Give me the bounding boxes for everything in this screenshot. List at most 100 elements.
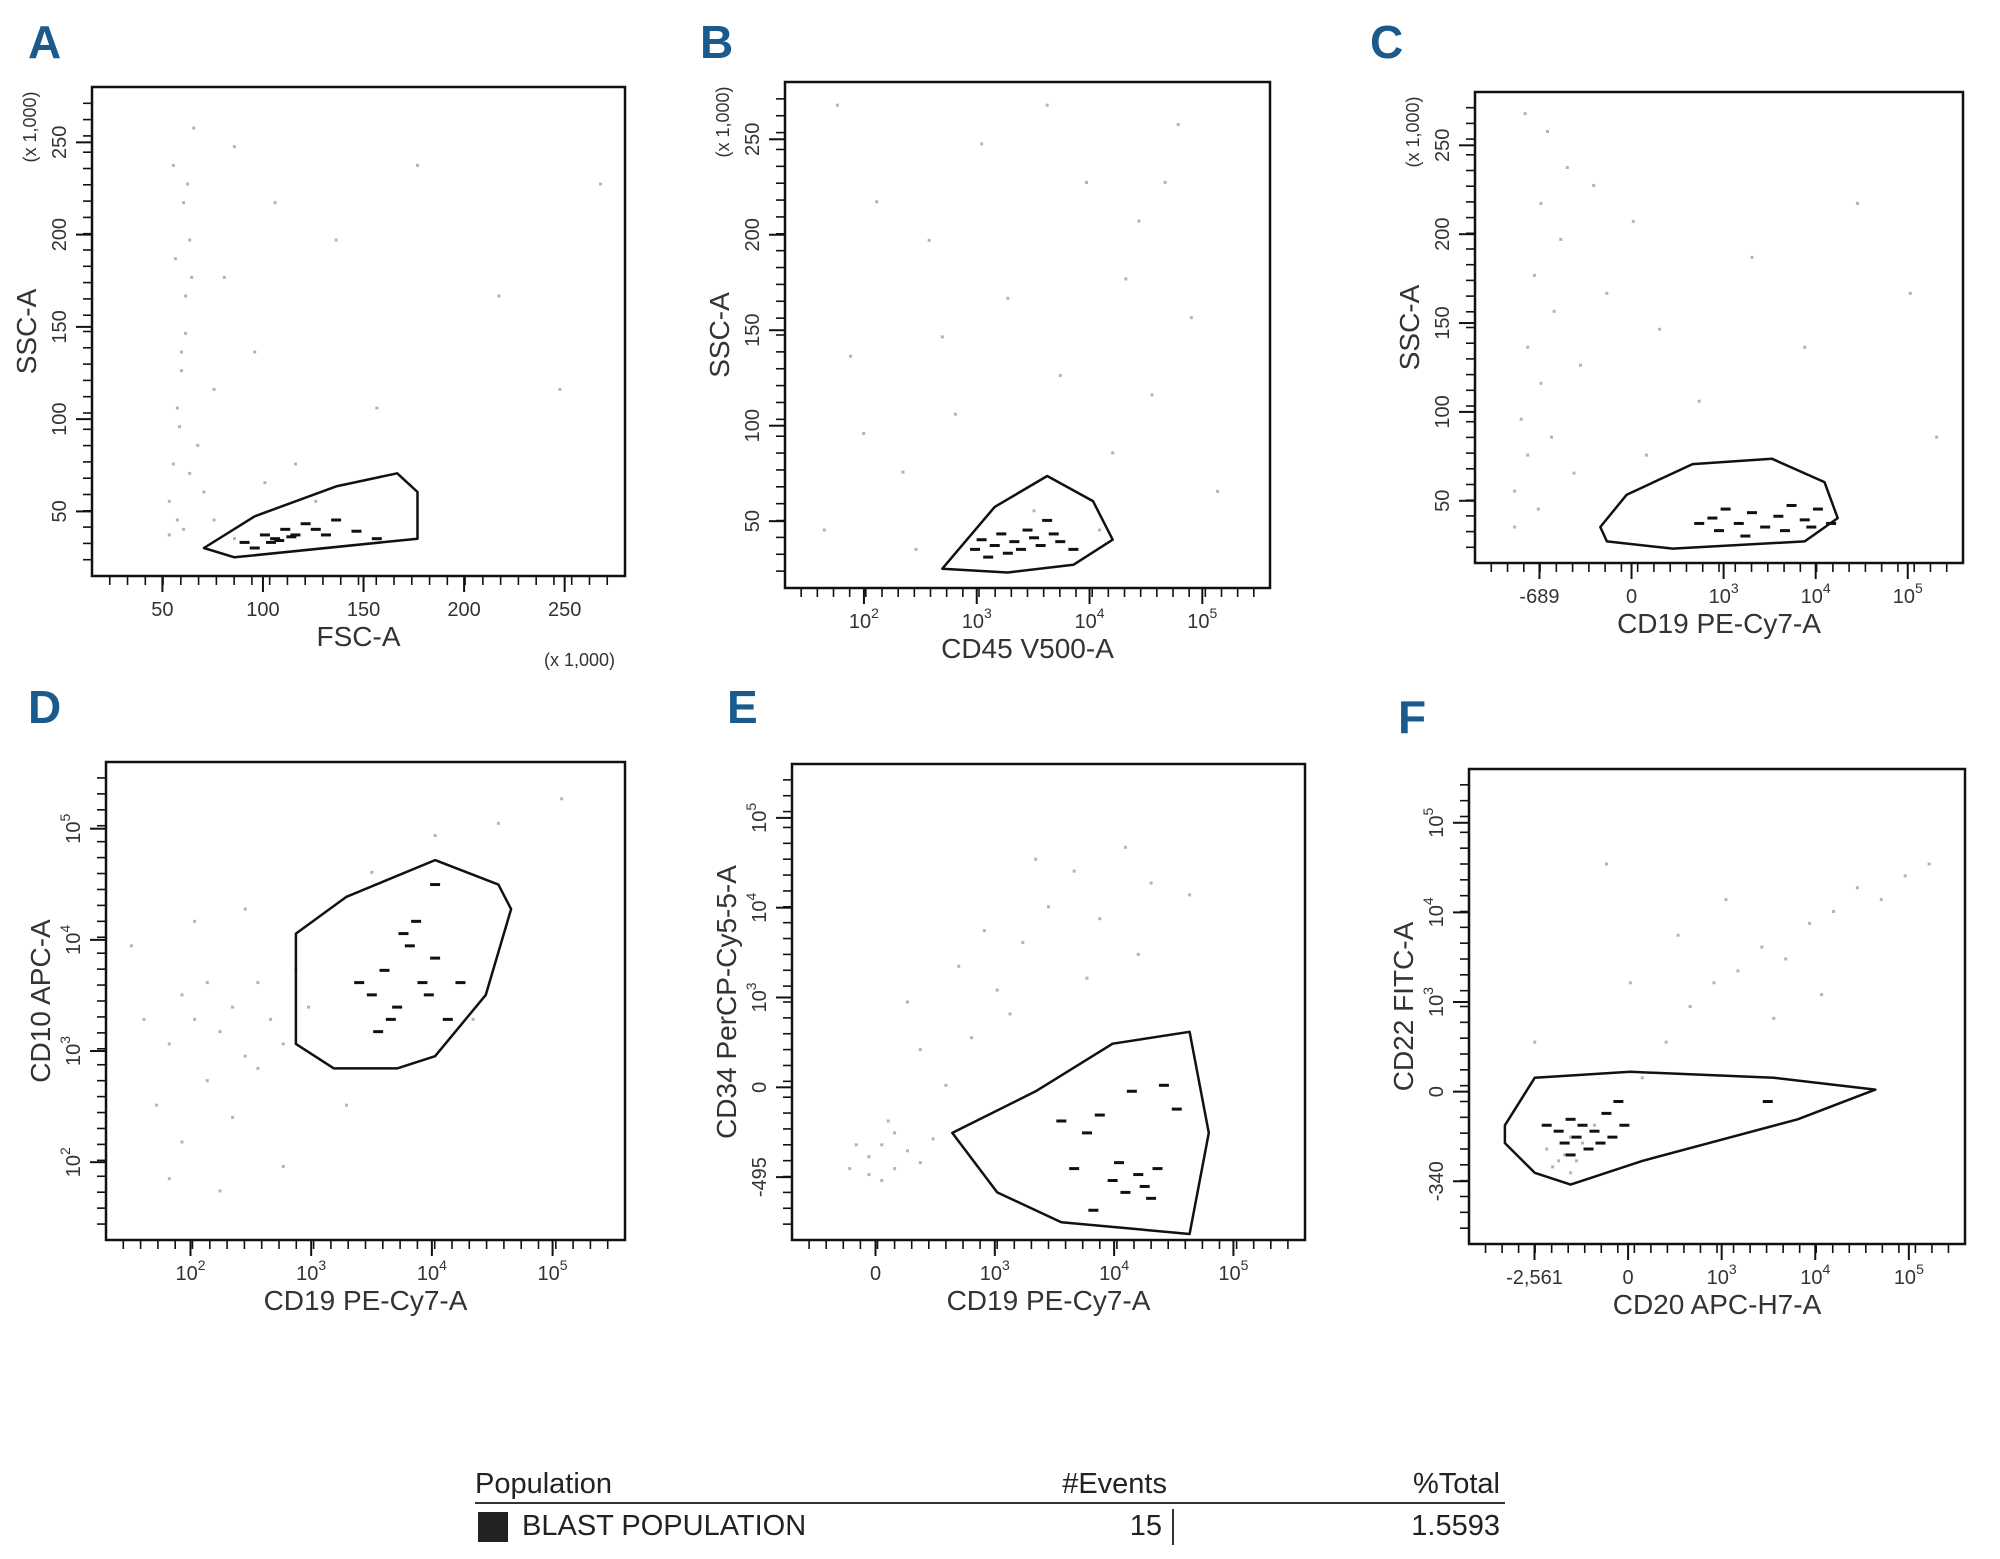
x-tick-label: 102 [175,1257,205,1285]
event-point [1855,201,1859,205]
event-point [186,182,190,186]
y-tick-label: 250 [49,126,71,159]
event-point [1551,1165,1555,1169]
x-tick-label: 103 [1707,1261,1737,1289]
blast-point [1595,1141,1606,1145]
population-table: Population #Events %Total BLAST POPULATION 1… [475,1468,1505,1545]
blast-point [996,532,1007,536]
blast-point [1081,1131,1092,1135]
event-point [848,1167,852,1171]
event-point [1188,893,1192,897]
event-point [184,294,188,298]
blast-point [1786,503,1797,507]
event-point [1085,976,1089,980]
event-point [905,1149,909,1153]
event-point [940,335,944,339]
event-point [188,471,192,475]
y-tick-label: 104 [1420,897,1448,927]
gate-polygon [202,472,419,559]
y-tick-label: 105 [1420,808,1448,838]
event-point [995,988,999,992]
event-point [1557,1159,1561,1163]
event-point [1552,309,1556,313]
blast-point [1779,529,1790,533]
event-point [1526,345,1530,349]
event-point [1760,945,1764,949]
event-point [886,1119,890,1123]
blast-point [1762,1100,1773,1103]
blast-point [331,518,342,522]
blast-point [411,919,422,923]
event-point [142,1017,146,1021]
events-count: 15 [1130,1510,1162,1542]
event-point [914,547,918,551]
blast-point [1773,514,1784,518]
event-point [497,294,501,298]
event-point [1098,917,1102,921]
event-point [196,443,200,447]
plot-frame [104,760,627,1242]
event-point [345,1103,349,1107]
panel-C: C -689 0 103 104 105 50 100 150 200 250 CD19 PE-Cy7… [1370,16,1965,639]
event-point [1697,399,1701,403]
blast-point [1048,532,1059,536]
event-point [1676,933,1680,937]
y-tick-label: 150 [742,314,764,347]
blast-point [423,993,434,997]
event-point [1575,1159,1579,1163]
blast-point [1152,1167,1163,1171]
event-point [269,1017,273,1021]
event-point [1123,845,1127,849]
event-point [1644,453,1648,457]
gate-polygon [294,858,513,1070]
y-axis-label: CD34 PerCP-Cy5-5-A [711,865,742,1139]
event-point [180,350,184,354]
event-point [849,354,853,358]
event-point [205,981,209,985]
blast-point [1107,1179,1118,1182]
event-point [231,1115,235,1119]
event-point [433,834,437,838]
blast-point [373,1030,384,1034]
event-point [931,1137,935,1141]
event-point [867,1173,871,1177]
x-tick-label: 105 [538,1257,568,1285]
event-point [599,182,603,186]
event-point [1559,237,1563,241]
event-point [167,533,171,537]
x-tick-label: 103 [980,1257,1010,1285]
y-tick-label: 50 [1432,490,1454,512]
event-point [281,1042,285,1046]
blast-point [280,527,291,531]
event-point [953,412,957,416]
y-tick-label: 103 [743,982,771,1012]
event-point [171,163,175,167]
blast-point [300,522,311,526]
event-point [1712,981,1716,985]
event-point [1124,277,1128,281]
event-point [1539,201,1543,205]
blast-point [274,539,285,543]
blast-point [398,932,409,936]
x-tick-label: 102 [849,605,879,633]
blast-point [1158,1083,1169,1087]
blast-point [1583,1147,1594,1151]
event-point [1855,886,1859,890]
event-point [944,1083,948,1087]
event-point [281,1164,285,1168]
event-point [1579,363,1583,367]
x-tick-label: 104 [417,1257,447,1285]
x-tick-label: 0 [1626,586,1637,608]
event-point [1605,291,1609,295]
event-point [175,518,179,522]
population-name: BLAST POPULATION [522,1510,806,1542]
plot-frame [1467,767,1967,1246]
gate-polygon [951,1030,1211,1236]
blast-point [290,533,301,537]
event-point [256,1066,260,1070]
y-tick-label: 104 [743,892,771,922]
event-point [1513,525,1517,529]
event-point [1034,857,1038,861]
event-point [129,944,133,948]
